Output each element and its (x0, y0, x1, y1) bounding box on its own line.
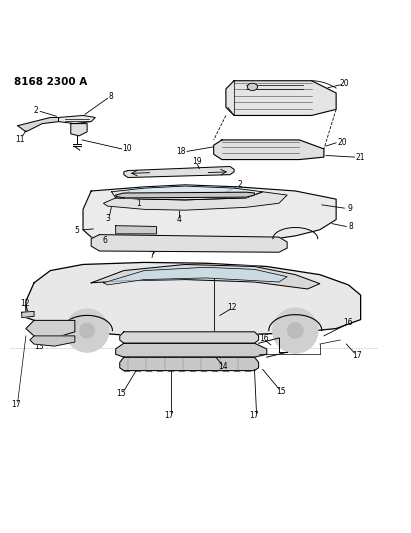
Ellipse shape (247, 83, 258, 91)
Circle shape (273, 308, 318, 353)
Text: 8: 8 (349, 222, 353, 231)
Polygon shape (226, 81, 336, 116)
Polygon shape (120, 332, 259, 343)
Polygon shape (115, 343, 267, 357)
Text: 12: 12 (20, 298, 30, 308)
Text: 15: 15 (276, 386, 286, 395)
Text: 2: 2 (237, 180, 242, 189)
Text: 9: 9 (347, 204, 352, 213)
Circle shape (287, 322, 303, 338)
Text: 12: 12 (227, 303, 237, 312)
Polygon shape (104, 268, 287, 285)
Text: 1: 1 (136, 199, 141, 208)
Polygon shape (71, 124, 87, 136)
Polygon shape (26, 262, 360, 336)
Polygon shape (104, 192, 287, 210)
Text: 17: 17 (164, 411, 173, 420)
Text: 18: 18 (176, 147, 186, 156)
Polygon shape (214, 140, 324, 159)
Text: 17: 17 (11, 400, 21, 409)
Text: 15: 15 (116, 389, 126, 398)
Text: 5: 5 (74, 227, 79, 236)
Text: 8: 8 (109, 92, 113, 101)
Polygon shape (26, 320, 75, 338)
Text: 8168 2300 A: 8168 2300 A (14, 77, 87, 87)
Text: 16: 16 (259, 334, 269, 343)
Text: 19: 19 (192, 157, 202, 166)
Text: 16: 16 (344, 318, 353, 327)
Polygon shape (115, 225, 157, 234)
Text: 17: 17 (249, 411, 259, 420)
Polygon shape (83, 185, 336, 243)
Text: 17: 17 (352, 351, 361, 360)
Text: 14: 14 (218, 362, 227, 371)
Text: 11: 11 (15, 135, 25, 143)
Polygon shape (30, 336, 75, 346)
Polygon shape (22, 311, 34, 318)
Text: 21: 21 (355, 152, 365, 161)
Circle shape (66, 309, 109, 352)
Text: 6: 6 (102, 236, 107, 245)
Text: 13: 13 (35, 342, 44, 351)
Polygon shape (58, 116, 95, 124)
Polygon shape (124, 166, 234, 177)
Polygon shape (112, 186, 263, 200)
Polygon shape (91, 235, 287, 252)
Text: 4: 4 (177, 215, 181, 224)
Circle shape (79, 323, 95, 338)
Polygon shape (120, 357, 259, 370)
Text: 7: 7 (149, 252, 154, 261)
Polygon shape (115, 192, 254, 198)
Text: 20: 20 (339, 79, 349, 88)
Polygon shape (18, 117, 58, 132)
Text: 2: 2 (34, 106, 39, 115)
Text: 3: 3 (106, 214, 111, 223)
Text: 10: 10 (122, 144, 132, 154)
Polygon shape (91, 264, 320, 289)
Text: 20: 20 (338, 138, 347, 147)
